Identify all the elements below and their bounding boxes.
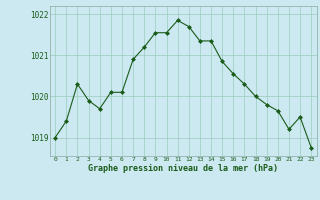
X-axis label: Graphe pression niveau de la mer (hPa): Graphe pression niveau de la mer (hPa) [88, 164, 278, 173]
